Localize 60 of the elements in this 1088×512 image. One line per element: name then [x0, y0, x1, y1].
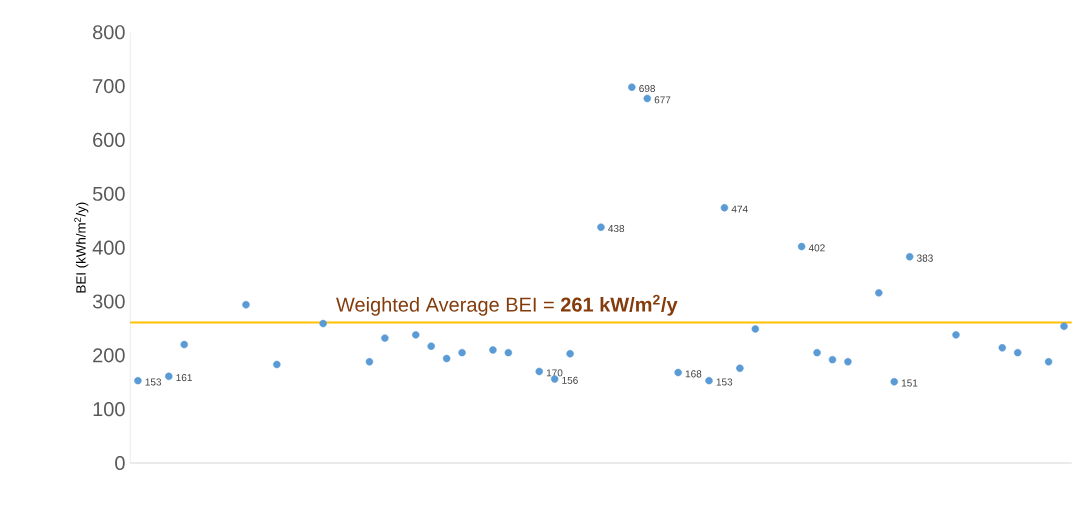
data-label: 677: [654, 96, 671, 104]
y-tick-label: 200: [93, 348, 125, 363]
point: [1044, 357, 1053, 366]
point: [828, 355, 837, 364]
y-tick-label: 0: [115, 455, 125, 470]
point: [535, 367, 543, 376]
point: [180, 340, 188, 349]
point: [134, 376, 142, 385]
point: [242, 300, 250, 309]
point: [813, 348, 821, 357]
y-tick-label: 700: [93, 78, 125, 94]
y-tick-label: 600: [93, 132, 125, 147]
point: [489, 346, 497, 354]
data-label: 151: [901, 379, 918, 387]
point: [273, 360, 281, 369]
y-axis-title: BEI (kWh/m$^{2}$/y): [74, 202, 89, 293]
point: [319, 319, 327, 328]
point: [442, 354, 451, 363]
point: [797, 242, 806, 251]
data-label: 474: [731, 205, 748, 213]
point: [1013, 348, 1022, 357]
point: [705, 376, 713, 385]
y-tick-label: 300: [92, 294, 125, 309]
data-label: 153: [716, 378, 733, 386]
y-tick-label: 800: [93, 25, 125, 40]
point: [165, 372, 173, 380]
data-label: 698: [639, 84, 656, 92]
point: [597, 223, 605, 231]
point: [412, 331, 420, 339]
point: [998, 343, 1007, 352]
point: [566, 349, 574, 358]
data-label: 168: [685, 370, 702, 378]
point: [458, 348, 466, 357]
point: [844, 357, 852, 366]
data-label: 438: [608, 224, 625, 232]
point: [427, 342, 435, 350]
point: [381, 334, 389, 342]
point: [365, 357, 374, 366]
point: [890, 377, 898, 386]
point: [628, 83, 636, 91]
text: Weighted Average BEI = 261 kW/m$^{2}$/y: [336, 294, 678, 316]
data-label: 402: [808, 244, 825, 252]
y-tick-label: 100: [93, 401, 125, 417]
data-label: 170: [546, 369, 563, 377]
point: [751, 325, 760, 333]
data-label: 153: [145, 378, 162, 386]
data-label: 383: [916, 254, 933, 262]
point: [504, 348, 513, 357]
point: [736, 364, 744, 372]
point: [674, 368, 682, 377]
point: [905, 252, 914, 261]
y-tick-label: 400: [92, 240, 125, 255]
point: [720, 203, 729, 212]
point: [643, 94, 652, 103]
point: [875, 289, 883, 297]
data-label: 156: [562, 376, 578, 384]
point: [952, 331, 960, 339]
point: [1060, 322, 1068, 330]
y-tick-label: 500: [92, 186, 125, 201]
data-label: 161: [176, 374, 192, 382]
